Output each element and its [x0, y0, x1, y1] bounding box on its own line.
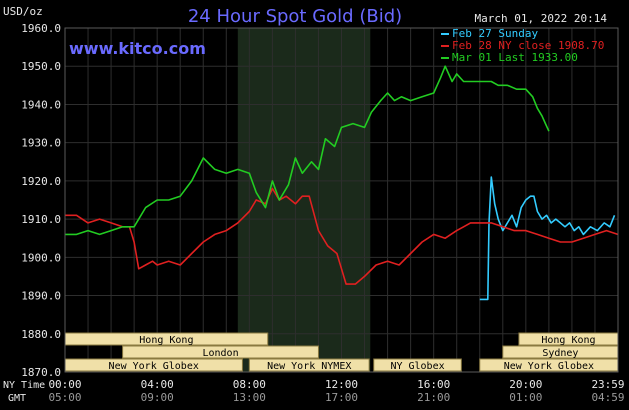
- x-tick-label-ny: 23:59: [591, 378, 624, 391]
- x-tick-label-gmt: 04:59: [591, 391, 624, 404]
- x-tick-label-gmt: 21:00: [417, 391, 450, 404]
- price-series: [65, 65, 619, 301]
- y-tick-label: 1950.0: [21, 60, 61, 73]
- x-tick-label-ny: 12:00: [325, 378, 358, 391]
- market-session-bar: [248, 358, 370, 372]
- legend-entry: Feb 28 NY close 1908.70: [452, 39, 604, 52]
- y-tick-label: 1870.0: [21, 366, 61, 379]
- series-line-2: [65, 187, 619, 285]
- x-tick-label-ny: 00:00: [48, 378, 81, 391]
- legend-entry: Mar 01 Last 1933.00: [452, 51, 578, 64]
- x-tick-label-gmt: 17:00: [325, 391, 358, 404]
- y-tick-label: 1940.0: [21, 98, 61, 111]
- y-axis-unit-label: USD/oz: [3, 5, 43, 18]
- x-axis-ny-time-label: NY Time: [3, 380, 45, 391]
- market-session-label: New York NYMEX: [267, 361, 351, 372]
- market-session-label: Hong Kong: [541, 335, 595, 346]
- series-line-3: [65, 65, 550, 236]
- chart-title: 24 Hour Spot Gold (Bid): [188, 6, 402, 27]
- x-tick-label-ny: 20:00: [509, 378, 542, 391]
- market-session-label: NY Globex: [390, 361, 444, 372]
- x-tick-label-gmt: 01:00: [509, 391, 542, 404]
- y-tick-label: 1890.0: [21, 290, 61, 303]
- x-tick-label-ny: 08:00: [233, 378, 266, 391]
- market-session-bar: [373, 358, 462, 372]
- y-tick-label: 1910.0: [21, 213, 61, 226]
- x-axis-gmt-label: GMT: [8, 393, 26, 404]
- x-tick-label-gmt: 13:00: [233, 391, 266, 404]
- market-session-bars: Hong Kong Hong Kong London Sydney New York G…: [64, 332, 619, 372]
- market-session-label: London: [202, 348, 238, 359]
- watermark-link[interactable]: www.kitco.com: [69, 39, 206, 58]
- y-tick-label: 1900.0: [21, 251, 61, 264]
- plot-frame: [64, 27, 619, 373]
- market-session-label: Sydney: [542, 348, 578, 359]
- timestamp: March 01, 2022 20:14: [475, 12, 608, 25]
- y-tick-label: 1880.0: [21, 328, 61, 341]
- y-axis: 1870.0 1880.0 1890.0 1900.0 1910.0 1920.0 1930…: [21, 22, 61, 379]
- x-tick-label-gmt: 09:00: [141, 391, 174, 404]
- y-tick-label: 1920.0: [21, 175, 61, 188]
- market-session-label: New York Globex: [109, 361, 199, 372]
- x-tick-label-ny: 16:00: [417, 378, 450, 391]
- x-tick-label-ny: 04:00: [141, 378, 174, 391]
- series-line-1: [479, 176, 616, 301]
- y-tick-label: 1960.0: [21, 22, 61, 35]
- y-tick-label: 1930.0: [21, 137, 61, 150]
- nymex-session-shade: [237, 28, 371, 372]
- grid-lines: [65, 27, 618, 373]
- market-session-label: Hong Kong: [139, 335, 193, 346]
- market-session-label: New York Globex: [504, 361, 594, 372]
- x-tick-label-gmt: 05:00: [48, 391, 81, 404]
- market-session-bar: [122, 345, 319, 359]
- legend-entry: Feb 27 Sunday: [452, 27, 538, 40]
